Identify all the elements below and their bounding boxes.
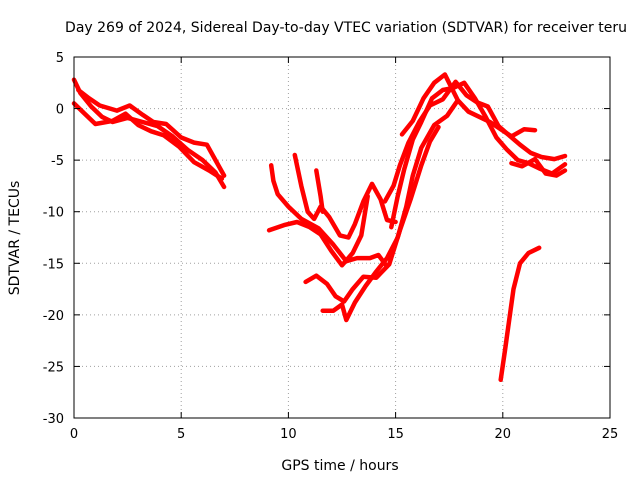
series-line-sat-l (399, 72, 538, 139)
series-line-sat-i (320, 98, 461, 323)
series-line-sat-a (71, 77, 227, 190)
x-tick-label: 5 (177, 427, 185, 442)
x-tick-label: 20 (495, 427, 512, 442)
y-tick-label: -25 (43, 360, 64, 375)
y-tick-label: 0 (56, 103, 64, 118)
x-tick-label: 10 (280, 427, 297, 442)
series-line-sat-m (498, 245, 542, 383)
x-axis: 0 5 10 15 20 25 (70, 57, 618, 442)
series-line-sat-j (382, 79, 568, 204)
series-line-sat-d (268, 163, 390, 269)
x-tick-label: 25 (602, 427, 619, 442)
series-group (71, 72, 568, 383)
x-tick-label: 15 (387, 427, 404, 442)
series-line-sat-g (314, 168, 325, 214)
y-tick-label: -10 (43, 206, 64, 221)
y-tick-label: 5 (56, 51, 64, 66)
y-tick-label: -5 (51, 154, 64, 169)
plot-frame (73, 56, 611, 419)
series-line-sat-e (266, 193, 370, 268)
series-line-sat-f (292, 152, 398, 240)
series-line-sat-c (76, 87, 227, 178)
x-tick-label: 0 (70, 427, 78, 442)
series-line-sat-b (71, 101, 225, 181)
chart-title: Day 269 of 2024, Sidereal Day-to-day VTE… (65, 20, 627, 36)
x-axis-title: GPS time / hours (281, 458, 398, 474)
y-tick-label: -20 (43, 309, 64, 324)
y-tick-label: -15 (43, 257, 64, 272)
y-axis-title: SDTVAR / TECUs (7, 181, 23, 296)
y-axis: 5 0 -5 -10 -15 -20 -25 -30 (43, 51, 610, 427)
y-tick-label: -30 (43, 412, 64, 427)
series-line-sat-n (509, 156, 568, 178)
